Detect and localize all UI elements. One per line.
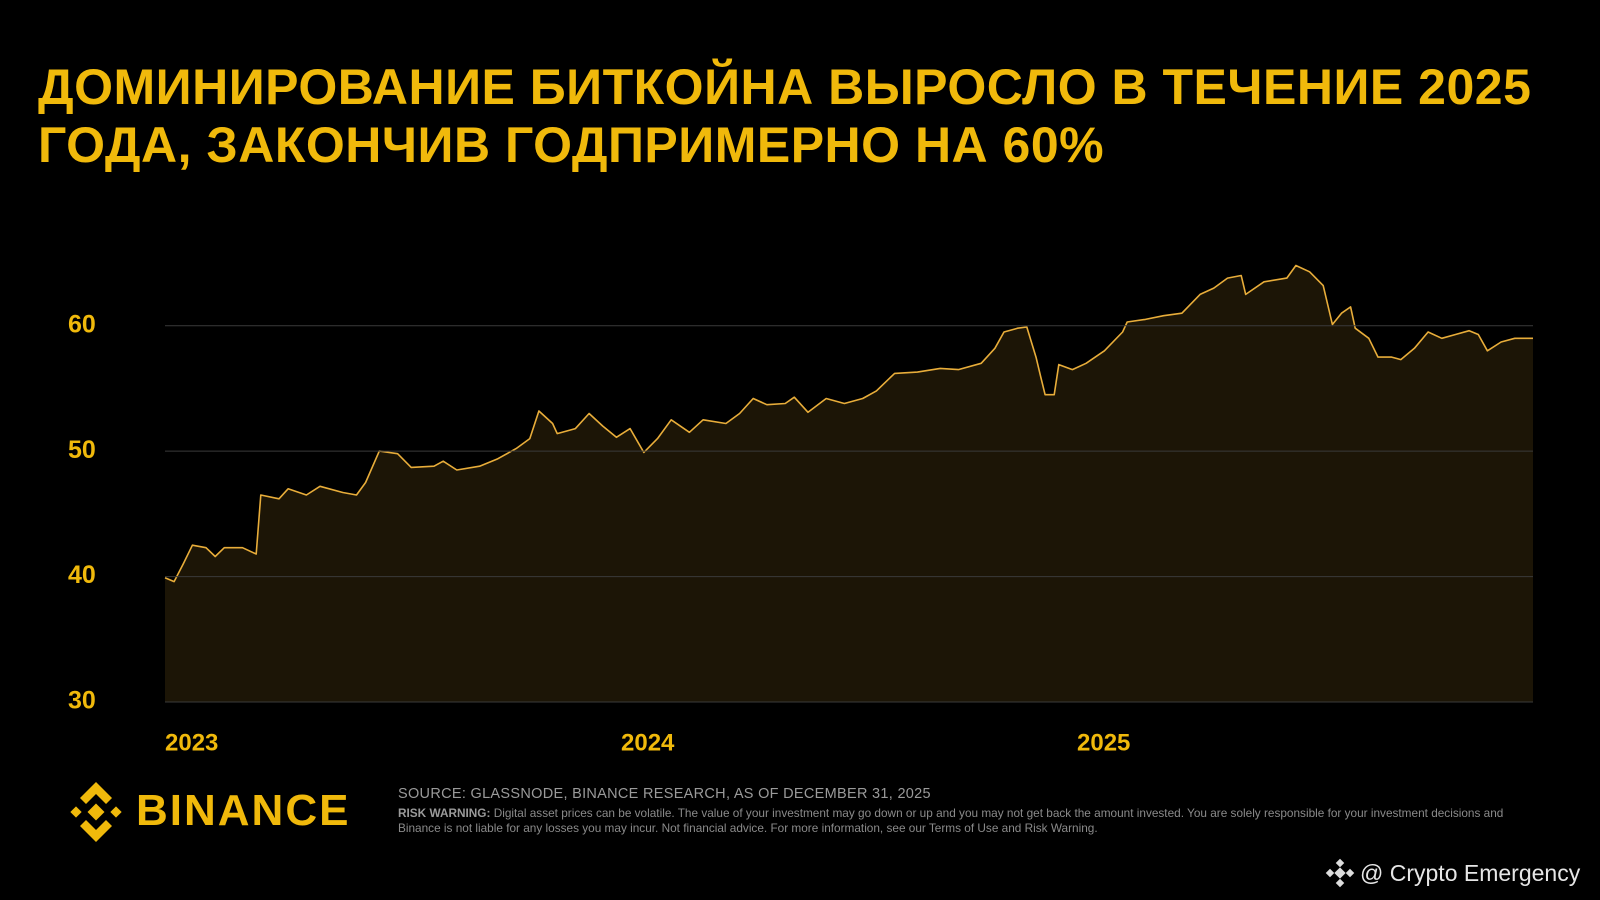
- risk-warning: RISK WARNING: Digital asset prices can b…: [398, 806, 1538, 836]
- data-line: [164, 264, 1533, 583]
- y-tick-label: 40: [68, 561, 96, 589]
- source-note: SOURCE: GLASSNODE, BINANCE RESEARCH, AS …: [398, 786, 931, 802]
- plot-area: [164, 264, 1533, 702]
- x-tick-label: 2025: [1077, 729, 1130, 756]
- risk-warning-label: RISK WARNING:: [398, 806, 491, 820]
- watermark-icon: [1325, 858, 1355, 888]
- brand-name: BINANCE: [136, 786, 351, 835]
- chart-title: ДОМИНИРОВАНИЕ БИТКОЙНА ВЫРОСЛО В ТЕЧЕНИЕ…: [38, 59, 1532, 173]
- risk-warning-text: Digital asset prices can be volatile. Th…: [398, 806, 1504, 835]
- x-tick-label: 2024: [621, 729, 675, 756]
- y-tick-label: 50: [68, 436, 96, 464]
- watermark: @ Crypto Emergency: [1360, 860, 1581, 886]
- logo-icon: [70, 782, 122, 842]
- y-tick-label: 30: [68, 687, 96, 715]
- y-tick-label: 60: [68, 310, 96, 338]
- x-tick-label: 2023: [165, 729, 218, 756]
- area-fill: [165, 265, 1533, 702]
